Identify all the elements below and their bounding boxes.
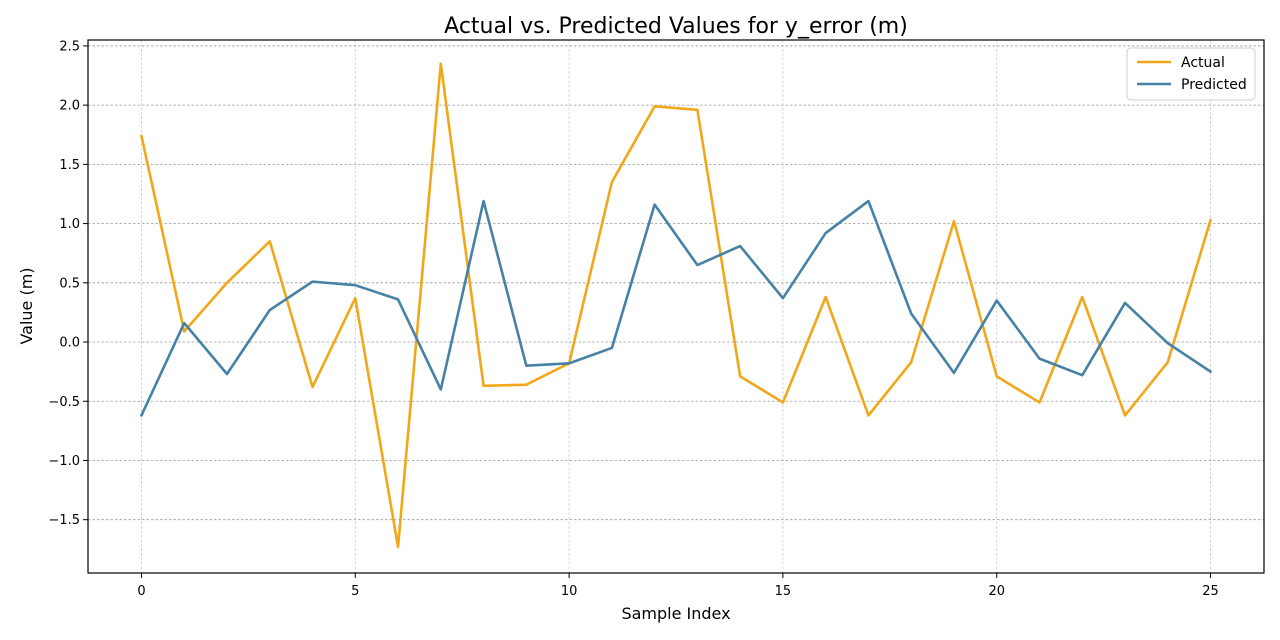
- x-tick-label: 15: [775, 584, 792, 599]
- x-tick-label: 20: [988, 584, 1005, 599]
- series-line-predicted: [140, 199, 1212, 417]
- legend-label-predicted: Predicted: [1181, 77, 1247, 93]
- y-tick-label: 0.5: [59, 276, 80, 291]
- chart-title: Actual vs. Predicted Values for y_error …: [444, 14, 908, 39]
- y-tick-label: 2.0: [59, 99, 80, 114]
- y-tick-label: 1.0: [59, 217, 80, 232]
- x-axis-label: Sample Index: [621, 604, 730, 623]
- y-tick-label: −1.5: [48, 513, 80, 528]
- axis-ticks: 0 5 10 15 20 25 −1.5 −1.0 −0.5 0.0 0.5 1.0 1.5 2.0 2.5: [48, 39, 1218, 599]
- y-tick-label: 0.0: [59, 336, 80, 351]
- y-tick-label: −1.0: [48, 454, 80, 469]
- x-tick-label: 0: [137, 584, 145, 599]
- x-tick-label: 10: [561, 584, 578, 599]
- legend: Actual Predicted: [1126, 47, 1256, 101]
- y-tick-label: −0.5: [48, 395, 80, 410]
- y-tick-label: 1.5: [59, 158, 80, 173]
- y-tick-label: 2.5: [59, 39, 80, 54]
- grid: [88, 40, 1264, 573]
- x-tick-label: 25: [1202, 584, 1219, 599]
- plot-series: [140, 62, 1212, 549]
- y-axis-label: Value (m): [17, 267, 36, 344]
- x-tick-label: 5: [351, 584, 359, 599]
- legend-label-actual: Actual: [1181, 55, 1225, 71]
- plot-frame: [87, 39, 1265, 574]
- series-line-actual: [140, 62, 1212, 549]
